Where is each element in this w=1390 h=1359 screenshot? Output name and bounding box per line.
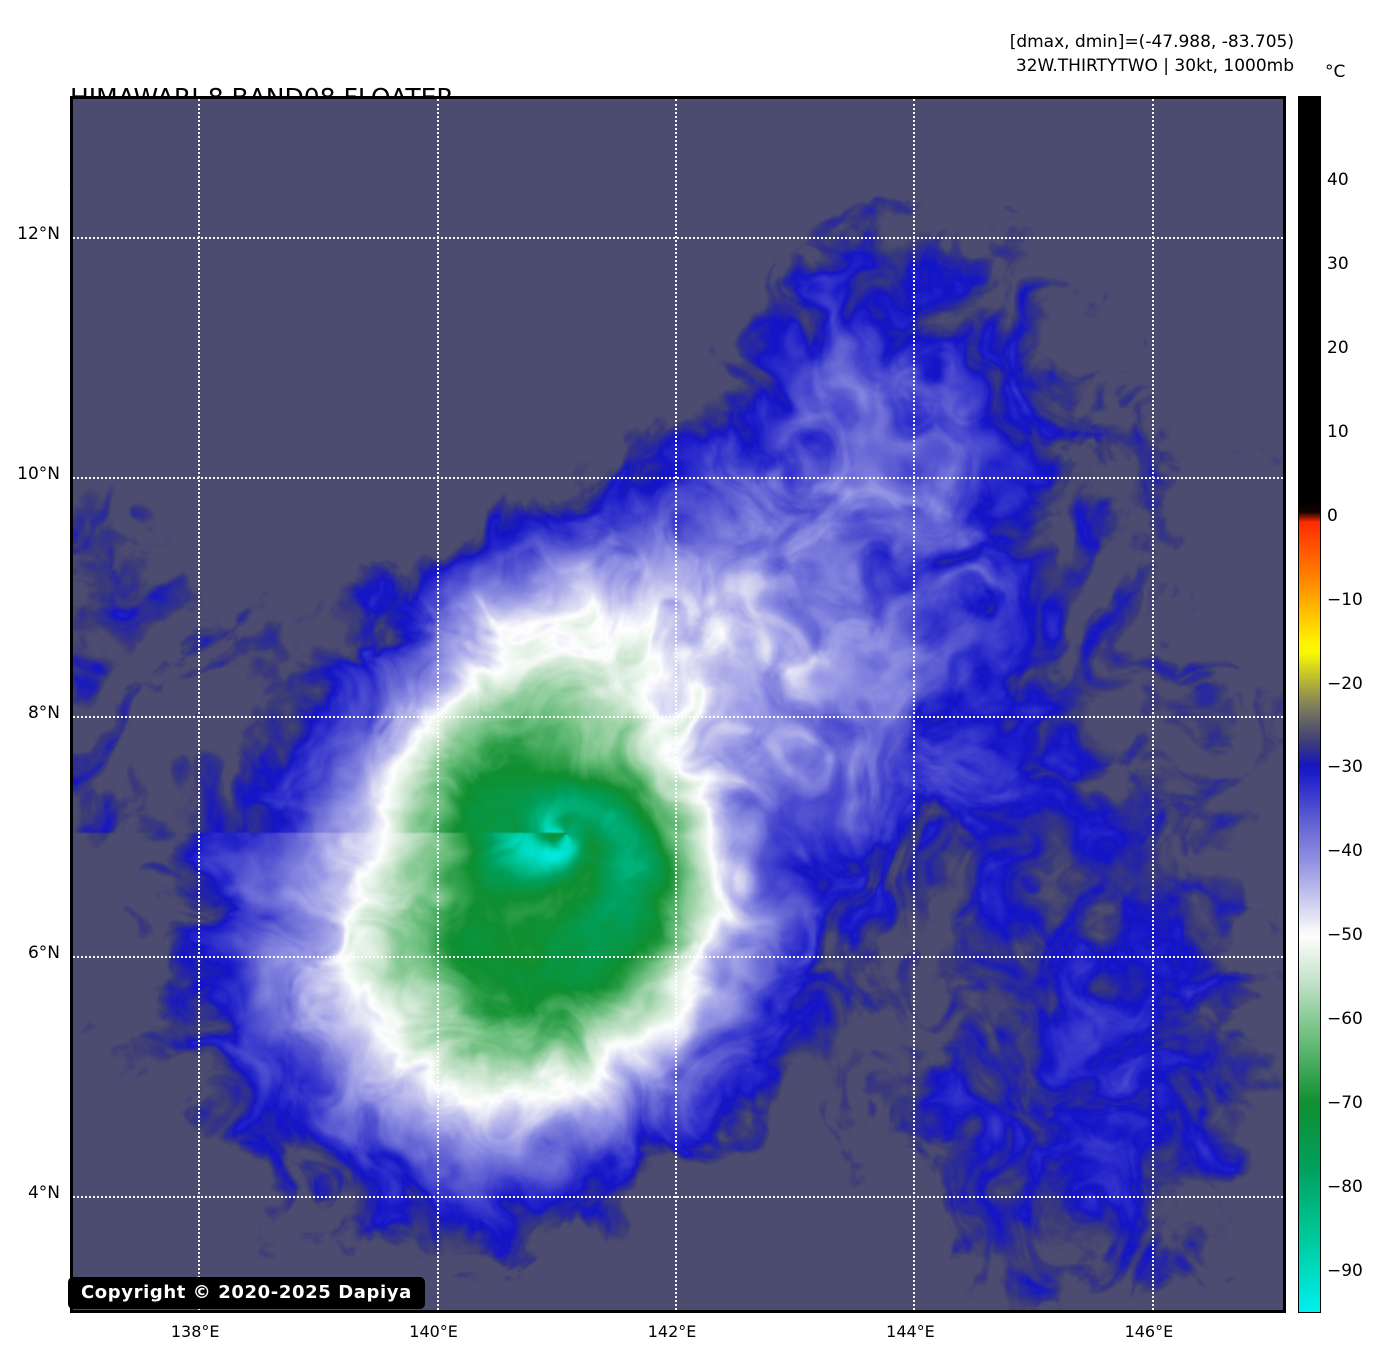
- dmax-dmin-label: [dmax, dmin]=(-47.988, -83.705): [1009, 32, 1294, 52]
- colorbar-tick-label: −70: [1327, 1093, 1363, 1114]
- y-axis-tick-label: 12°N: [17, 223, 60, 244]
- colorbar-tick-label: 10: [1327, 421, 1349, 442]
- y-axis-tick-label: 6°N: [27, 943, 60, 964]
- colorbar-tick-label: −30: [1327, 757, 1363, 778]
- y-axis-tick-label: 8°N: [27, 703, 60, 724]
- colorbar-tick-label: −90: [1327, 1261, 1363, 1282]
- temperature-colorbar[interactable]: [1298, 96, 1321, 1313]
- colorbar-tick-label: 30: [1327, 253, 1349, 274]
- y-axis-tick-label: 4°N: [27, 1183, 60, 1204]
- metadata-block: [dmax, dmin]=(-47.988, -83.705) 32W.THIR…: [1010, 30, 1294, 78]
- colorbar-tick-label: −10: [1327, 589, 1363, 610]
- colorbar-tick-label: 40: [1327, 169, 1349, 190]
- colorbar-tick-label: −50: [1327, 925, 1363, 946]
- copyright-badge: Copyright © 2020-2025 Dapiya: [68, 1277, 425, 1309]
- x-axis-tick-label: 146°E: [1124, 1322, 1174, 1341]
- colorbar-tick-label: −60: [1327, 1009, 1363, 1030]
- storm-info-label: 32W.THIRTYTWO | 30kt, 1000mb: [1015, 56, 1294, 76]
- x-axis-tick-label: 144°E: [886, 1322, 935, 1341]
- x-axis-tick-label: 138°E: [170, 1322, 220, 1341]
- x-axis-tick-label: 140°E: [409, 1322, 458, 1341]
- y-axis-tick-label: 10°N: [17, 463, 60, 484]
- satellite-image-plot[interactable]: [70, 96, 1286, 1313]
- colorbar-tick-label: 20: [1327, 337, 1349, 358]
- x-axis-tick-label: 142°E: [647, 1322, 697, 1341]
- colorbar-tick-label: −40: [1327, 841, 1363, 862]
- colorbar-unit-label: °C: [1325, 62, 1346, 82]
- colorbar-tick-label: 0: [1327, 505, 1338, 526]
- satellite-imagery-canvas: [73, 99, 1283, 1310]
- colorbar-tick-label: −20: [1327, 673, 1363, 694]
- colorbar-tick-label: −80: [1327, 1177, 1363, 1198]
